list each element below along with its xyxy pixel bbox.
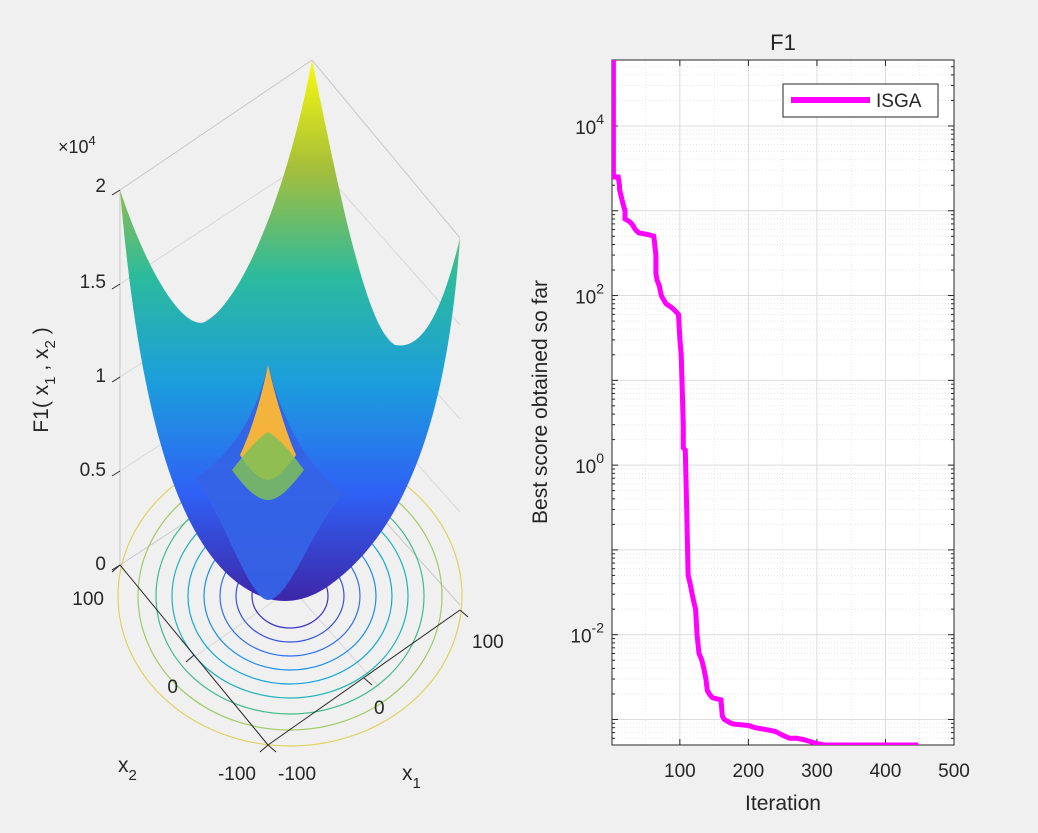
y-tick-label: 102 [575, 281, 604, 309]
y-tick-label: 100 [575, 450, 604, 478]
z-axis-label: F1( x1 , x2 ) [30, 327, 59, 432]
y-tick-label: 10-2 [570, 620, 604, 648]
z-tick-label: 0 [95, 554, 106, 575]
x1-tick-label: 100 [472, 632, 504, 653]
x-tick-label: 400 [870, 761, 902, 782]
series-layer [612, 60, 920, 745]
z-tick-label: 0.5 [80, 460, 106, 481]
x2-tick-label: -100 [218, 764, 256, 785]
x-tick-labels: 100 200 300 400 500 [664, 761, 970, 782]
z-tick-labels: 0 0.5 1 1.5 2 [80, 176, 106, 575]
axis-ticks [612, 59, 955, 746]
major-grid [612, 60, 955, 745]
legend: ISGA [782, 83, 939, 118]
x2-tick-label: 0 [167, 677, 178, 698]
x2-tick-label: 100 [72, 589, 104, 610]
x2-axis [111, 564, 269, 753]
x-tick-label: 200 [733, 761, 765, 782]
plot-frame [611, 59, 955, 746]
surface-front-peak-mid [232, 432, 304, 500]
x-axis-label: Iteration [745, 792, 821, 815]
z-exponent-label: ×104 [58, 133, 96, 157]
x-tick-label: 100 [664, 761, 696, 782]
series-line-isga [612, 60, 920, 745]
surface-mesh [120, 60, 460, 601]
x1-tick-label: 0 [374, 698, 385, 719]
y-axis-label: Best score obtained so far [529, 280, 552, 524]
x1-tick-labels: -100 0 100 [278, 632, 504, 785]
z-axis [111, 189, 121, 571]
plot-title: F1 [770, 30, 796, 55]
legend-label: ISGA [876, 91, 922, 112]
x1-axis [267, 609, 469, 753]
surface-plot: 0 0.5 1 1.5 2 ×104 100 0 -100 x2 -100 [30, 59, 504, 792]
x1-tick-label: -100 [278, 764, 316, 785]
x-tick-label: 300 [801, 761, 833, 782]
y-tick-label: 104 [575, 111, 604, 139]
x1-axis-label: x1 [402, 762, 421, 792]
x2-axis-label: x2 [118, 754, 137, 784]
z-tick-label: 2 [95, 176, 106, 197]
y-tick-labels: 10-2 100 102 104 [570, 111, 604, 648]
x-tick-label: 500 [938, 761, 970, 782]
z-tick-label: 1 [95, 366, 106, 387]
x2-tick-labels: 100 0 -100 [72, 589, 256, 785]
z-tick-label: 1.5 [80, 272, 106, 293]
convergence-plot: 10-2 100 102 104 100 200 300 400 500 F1 Iterati… [529, 30, 970, 815]
